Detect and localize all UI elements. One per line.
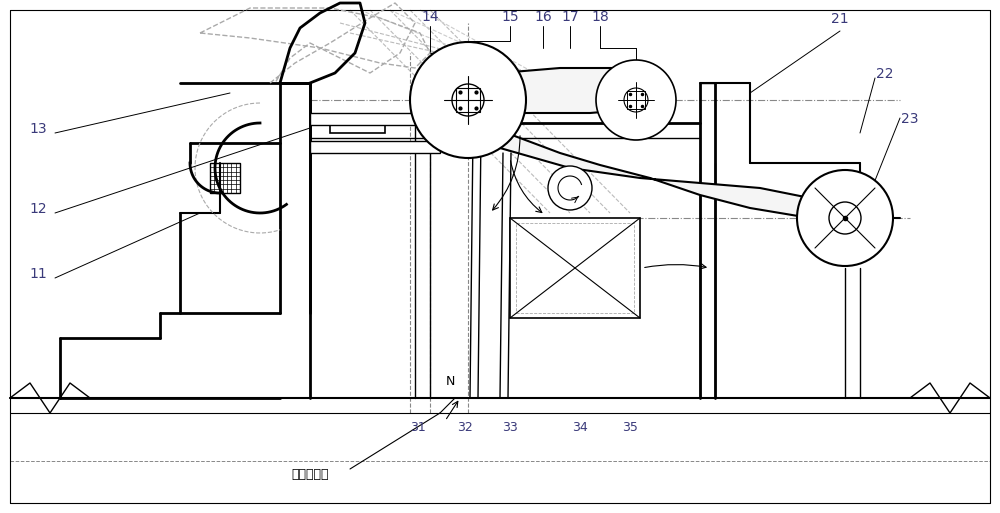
Text: 31: 31 bbox=[410, 421, 426, 434]
Circle shape bbox=[624, 88, 648, 112]
Text: 33: 33 bbox=[502, 421, 518, 434]
Polygon shape bbox=[430, 68, 670, 113]
Text: 32: 32 bbox=[457, 421, 473, 434]
Text: 23: 23 bbox=[901, 112, 919, 126]
Circle shape bbox=[797, 170, 893, 266]
Bar bbox=[516, 223, 634, 313]
Circle shape bbox=[410, 42, 526, 158]
Bar bbox=[627, 91, 645, 109]
Polygon shape bbox=[450, 98, 820, 218]
Text: 13: 13 bbox=[29, 122, 47, 136]
Text: 16: 16 bbox=[534, 10, 552, 24]
Text: 17: 17 bbox=[561, 10, 579, 24]
Bar bbox=[310, 113, 440, 125]
Text: 34: 34 bbox=[572, 421, 588, 434]
Text: 14: 14 bbox=[421, 10, 439, 24]
Circle shape bbox=[829, 202, 861, 234]
Bar bbox=[330, 115, 385, 133]
Text: 35: 35 bbox=[622, 421, 638, 434]
Bar bbox=[210, 163, 240, 193]
Text: 15: 15 bbox=[501, 10, 519, 24]
Text: 18: 18 bbox=[591, 10, 609, 24]
Text: 11: 11 bbox=[29, 267, 47, 281]
Text: 船闸中心线: 船闸中心线 bbox=[291, 468, 329, 482]
Text: 21: 21 bbox=[831, 12, 849, 26]
Bar bbox=[310, 141, 440, 153]
Bar bbox=[456, 88, 480, 112]
Text: 22: 22 bbox=[876, 67, 894, 81]
Bar bbox=[510, 218, 640, 318]
Text: N: N bbox=[445, 375, 455, 388]
Circle shape bbox=[548, 166, 592, 210]
Text: 12: 12 bbox=[29, 202, 47, 216]
Circle shape bbox=[596, 60, 676, 140]
Circle shape bbox=[452, 84, 484, 116]
